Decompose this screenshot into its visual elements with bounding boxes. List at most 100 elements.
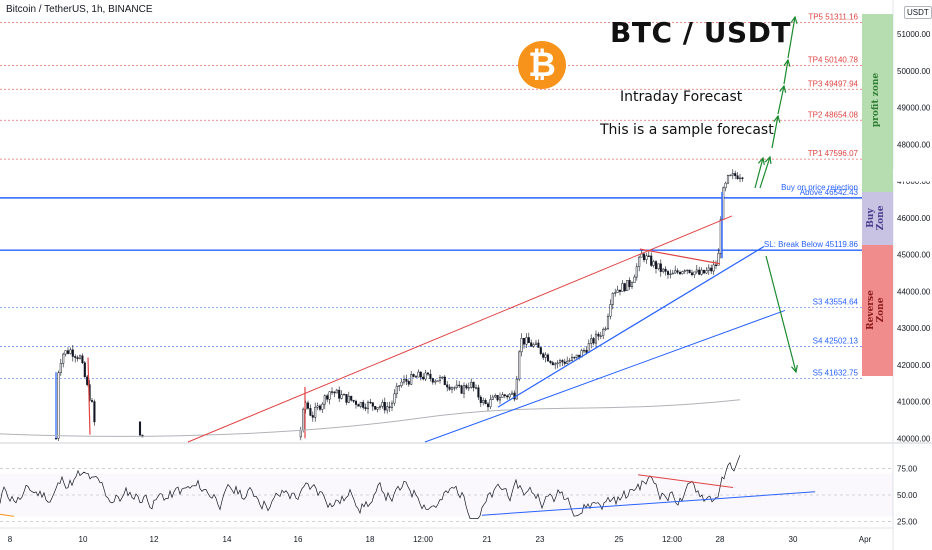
candle-body [405, 379, 408, 382]
candle-body [688, 269, 691, 274]
x-tick-label: 12:00 [662, 535, 683, 544]
candle-body [400, 381, 403, 386]
candle-body [402, 379, 406, 383]
candle-body [326, 395, 329, 400]
candle-body [460, 385, 463, 394]
candle-body [520, 337, 523, 353]
arrow-tp5-head [790, 15, 798, 24]
candle-body [350, 395, 353, 401]
candle-body [333, 391, 336, 394]
level-label: S4 42502.13 [813, 336, 859, 345]
candle-body [599, 335, 602, 337]
candle-body [666, 271, 670, 275]
candle-body [482, 400, 485, 403]
candle-body [702, 269, 706, 274]
candle-body [436, 380, 439, 382]
red-triangle-line [639, 248, 721, 265]
y-tick-label: 44000.00 [897, 287, 931, 296]
candle-body [659, 263, 662, 272]
candle-body [309, 408, 312, 416]
candle-body [587, 343, 590, 353]
candle-body [539, 347, 542, 354]
candle-body [714, 264, 718, 266]
x-tick-label: 12 [150, 535, 159, 544]
candle-body [474, 387, 478, 389]
candle-body [657, 263, 660, 269]
candle-body [669, 273, 672, 276]
candle-body [515, 378, 518, 400]
candle-body [354, 400, 358, 405]
y-tick-label: 50000.00 [897, 67, 931, 76]
candle-body [645, 255, 648, 261]
candle-body [450, 387, 454, 390]
candle-body [443, 376, 446, 386]
level-label: SL: Break Below 45119.86 [764, 240, 859, 249]
arrow-down-head [791, 365, 798, 374]
candle-body [717, 253, 720, 266]
candle-body [606, 315, 610, 330]
candle-body [568, 360, 571, 362]
candle-body [69, 349, 72, 354]
candle-body [594, 333, 598, 344]
candle-body [628, 280, 631, 287]
level-label: S3 43554.64 [813, 298, 859, 307]
blue-lower-line [424, 309, 786, 443]
candle-body [422, 376, 425, 380]
candle-body [311, 415, 314, 418]
subtitle-sample: This is a sample forecast [600, 122, 774, 138]
candle-body [62, 353, 65, 364]
y-tick-label: 46000.00 [897, 214, 931, 223]
candle-body [664, 268, 667, 272]
candle-body [640, 253, 643, 258]
candle-body [582, 349, 586, 352]
candle-body [546, 354, 550, 362]
candle-body [678, 272, 682, 275]
candle-body [330, 391, 334, 393]
y-tick-label: 48000.00 [897, 140, 931, 149]
candle-body [676, 270, 679, 273]
candle-body [462, 385, 466, 394]
candle-body [575, 354, 578, 358]
candle-body [693, 271, 696, 275]
currency-label[interactable]: USDT [904, 6, 932, 19]
candle-body [563, 361, 566, 364]
candle-body [551, 362, 554, 366]
candle-body [498, 397, 502, 401]
buy-zone-label: Buy Zone [866, 205, 886, 231]
candle-body [388, 406, 391, 408]
candle-body [407, 381, 410, 385]
candle-body [376, 407, 379, 410]
candle-body [585, 349, 588, 353]
arrow-tp2-head [773, 114, 781, 123]
candle-body [419, 371, 422, 378]
candle-body [306, 402, 310, 409]
candle-body [652, 261, 655, 266]
candle-body [635, 266, 638, 278]
candle-drop [87, 357, 91, 435]
candle-body [549, 360, 552, 363]
candle-body [530, 342, 533, 347]
candle-body [381, 402, 384, 407]
candle-body [74, 356, 77, 358]
candle-body [618, 289, 622, 292]
candle-body [455, 384, 458, 388]
candle-body [335, 389, 338, 394]
candle-body [731, 173, 734, 176]
reverse-zone [862, 245, 893, 376]
arrow-tp5 [787, 16, 796, 59]
candle-body [318, 405, 322, 410]
moving-average-line [0, 399, 741, 437]
candle-body [578, 354, 581, 358]
candle-body [654, 261, 658, 269]
candle-body [705, 270, 708, 274]
candle-body [570, 356, 574, 361]
level-label: TP2 48654.08 [808, 110, 859, 119]
level-label: TP5 51311.16 [808, 13, 858, 22]
candle-body [78, 355, 82, 359]
candle-body [650, 255, 653, 266]
candle-body [465, 385, 468, 389]
rsi-band [0, 473, 893, 517]
candle-body [556, 362, 559, 365]
x-tick-label: 30 [789, 535, 798, 544]
